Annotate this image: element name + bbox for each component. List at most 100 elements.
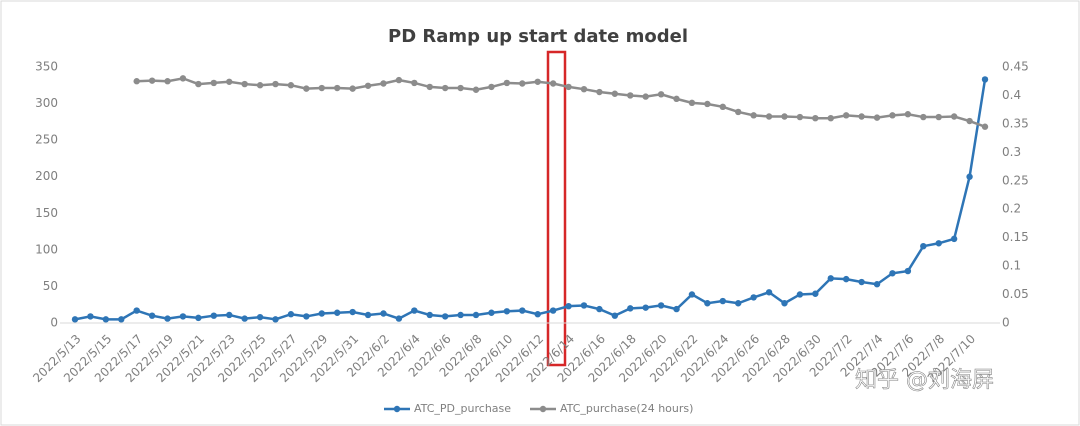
data-point	[580, 85, 588, 93]
data-point	[842, 112, 850, 119]
y2-tick-label: 0.4	[1002, 88, 1021, 102]
data-point	[364, 311, 372, 319]
data-point	[457, 311, 464, 319]
data-point	[488, 83, 495, 91]
data-point	[657, 91, 665, 98]
data-point	[179, 313, 187, 320]
data-point	[380, 310, 387, 317]
data-point	[966, 117, 973, 125]
data-point	[503, 308, 511, 315]
chart-title: PD Ramp up start date model	[388, 26, 688, 47]
data-point	[164, 315, 171, 322]
data-point	[935, 113, 942, 121]
data-point	[349, 85, 356, 92]
data-point	[303, 313, 310, 320]
data-point	[704, 100, 711, 108]
data-point	[364, 82, 372, 89]
data-point	[565, 83, 572, 91]
data-point	[719, 103, 726, 111]
data-point	[503, 79, 511, 87]
data-point	[750, 112, 757, 119]
data-point	[256, 313, 264, 321]
data-point	[950, 235, 958, 243]
data-point	[688, 291, 696, 298]
data-point	[133, 78, 140, 85]
data-point	[380, 80, 387, 87]
data-point	[904, 111, 912, 118]
data-point	[627, 92, 634, 99]
data-point	[812, 290, 819, 297]
data-point	[349, 308, 356, 316]
data-point	[812, 115, 819, 122]
data-point	[488, 309, 495, 316]
data-point	[611, 312, 619, 319]
data-point	[241, 315, 248, 322]
data-point	[102, 316, 110, 323]
data-point	[534, 311, 541, 318]
data-point	[765, 289, 773, 296]
legend-label: ATC_PD_purchase	[414, 402, 511, 415]
watermark: 知乎 @刘海屏	[855, 368, 994, 393]
data-point	[642, 93, 649, 100]
y-tick-label: 300	[35, 96, 58, 110]
data-point	[735, 300, 742, 307]
highlight-box	[546, 50, 567, 367]
data-point	[226, 78, 233, 85]
data-point	[87, 313, 94, 320]
data-point	[519, 80, 526, 87]
data-point	[858, 113, 865, 120]
y2-tick-label: 0.25	[1002, 173, 1029, 187]
data-point	[842, 275, 850, 283]
data-point	[596, 305, 603, 313]
data-point	[904, 267, 912, 275]
data-point	[318, 84, 325, 92]
data-point	[920, 243, 927, 250]
data-point	[426, 311, 433, 319]
legend-marker	[393, 405, 401, 413]
data-point	[241, 80, 248, 88]
data-point	[411, 79, 418, 87]
data-point	[472, 86, 480, 93]
data-point	[704, 300, 711, 307]
data-point	[472, 311, 480, 319]
data-point	[673, 305, 680, 313]
y-tick-label: 150	[35, 206, 58, 220]
data-point	[411, 307, 418, 314]
data-point	[827, 275, 834, 282]
data-point	[796, 291, 804, 298]
data-point	[966, 173, 973, 180]
data-point	[549, 307, 557, 314]
data-point	[596, 88, 603, 96]
data-point	[781, 113, 788, 120]
data-point	[287, 82, 295, 89]
data-point	[889, 112, 896, 119]
data-point	[148, 77, 156, 84]
data-point	[118, 316, 125, 323]
legend-label: ATC_purchase(24 hours)	[560, 402, 693, 415]
y2-tick-label: 0.05	[1002, 287, 1029, 301]
data-point	[920, 113, 927, 121]
data-point	[889, 270, 896, 277]
data-point	[950, 113, 958, 120]
data-point	[272, 80, 279, 88]
data-point	[781, 300, 788, 307]
data-point	[873, 114, 881, 121]
data-point	[287, 311, 295, 318]
data-point	[657, 302, 665, 309]
data-point	[935, 240, 942, 247]
data-point	[827, 115, 834, 122]
y2-tick-label: 0.2	[1002, 202, 1021, 216]
data-point	[627, 305, 634, 312]
data-point	[395, 315, 403, 322]
data-point	[796, 113, 804, 121]
data-point	[858, 278, 865, 286]
y-tick-label: 200	[35, 169, 58, 183]
data-point	[395, 76, 403, 84]
data-point	[318, 310, 325, 317]
data-point	[441, 313, 449, 320]
data-point	[179, 75, 187, 82]
data-point	[611, 90, 619, 97]
data-point	[719, 297, 726, 305]
